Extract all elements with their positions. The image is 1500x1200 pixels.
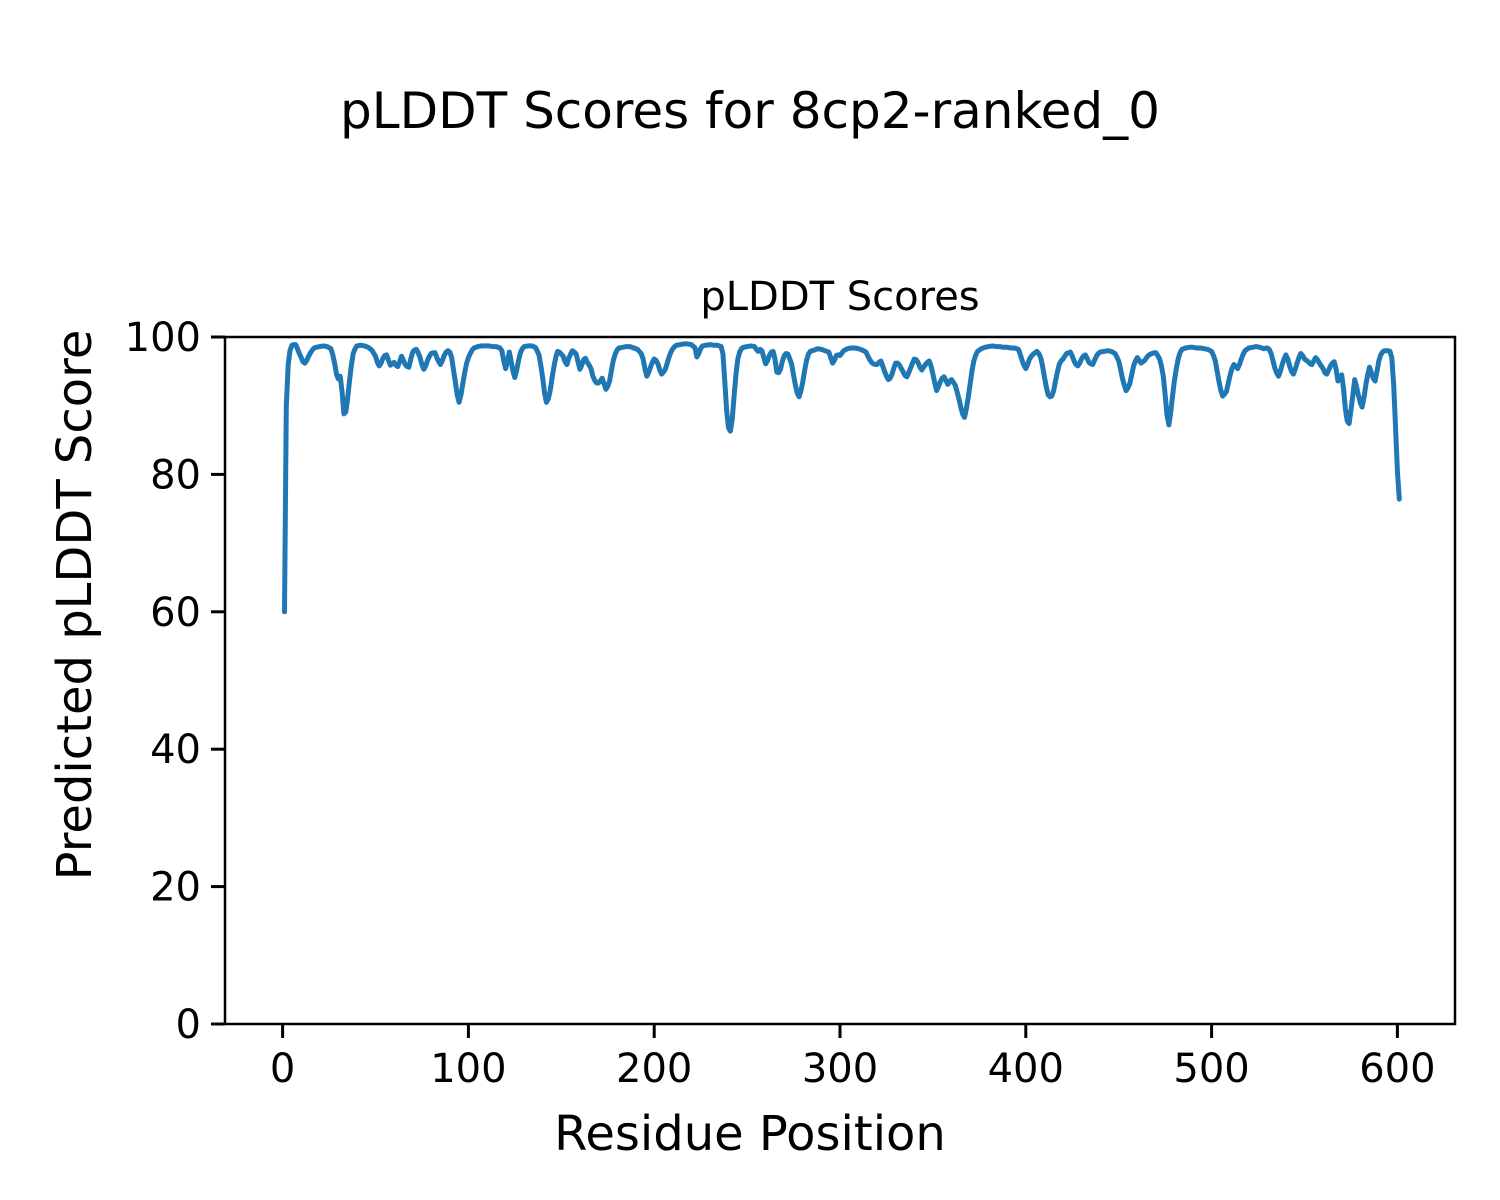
x-tick-label: 0 bbox=[270, 1046, 295, 1092]
x-axis-label: Residue Position bbox=[554, 1106, 946, 1162]
y-tick-label: 20 bbox=[150, 865, 201, 911]
y-tick-label: 40 bbox=[150, 727, 201, 773]
x-tick-label: 500 bbox=[1173, 1046, 1249, 1092]
axes-title: pLDDT Scores bbox=[700, 274, 980, 320]
x-axis-ticks: 0 100 200 300 400 500 600 bbox=[270, 1024, 1436, 1092]
x-tick-label: 600 bbox=[1359, 1046, 1435, 1092]
y-tick-label: 80 bbox=[150, 452, 201, 498]
x-tick-label: 200 bbox=[616, 1046, 692, 1092]
y-tick-label: 0 bbox=[176, 1002, 201, 1048]
x-tick-label: 100 bbox=[430, 1046, 506, 1092]
x-tick-label: 400 bbox=[988, 1046, 1064, 1092]
y-tick-label: 100 bbox=[125, 315, 201, 361]
y-axis-ticks: 0 20 40 60 80 100 bbox=[125, 315, 225, 1048]
plddt-line bbox=[282, 341, 1402, 615]
x-tick-label: 300 bbox=[802, 1046, 878, 1092]
y-tick-label: 60 bbox=[150, 590, 201, 636]
y-axis-label: Predicted pLDDT Score bbox=[47, 329, 103, 881]
figure-title: pLDDT Scores for 8cp2-ranked_0 bbox=[340, 82, 1160, 140]
axes-box bbox=[223, 335, 1457, 1026]
